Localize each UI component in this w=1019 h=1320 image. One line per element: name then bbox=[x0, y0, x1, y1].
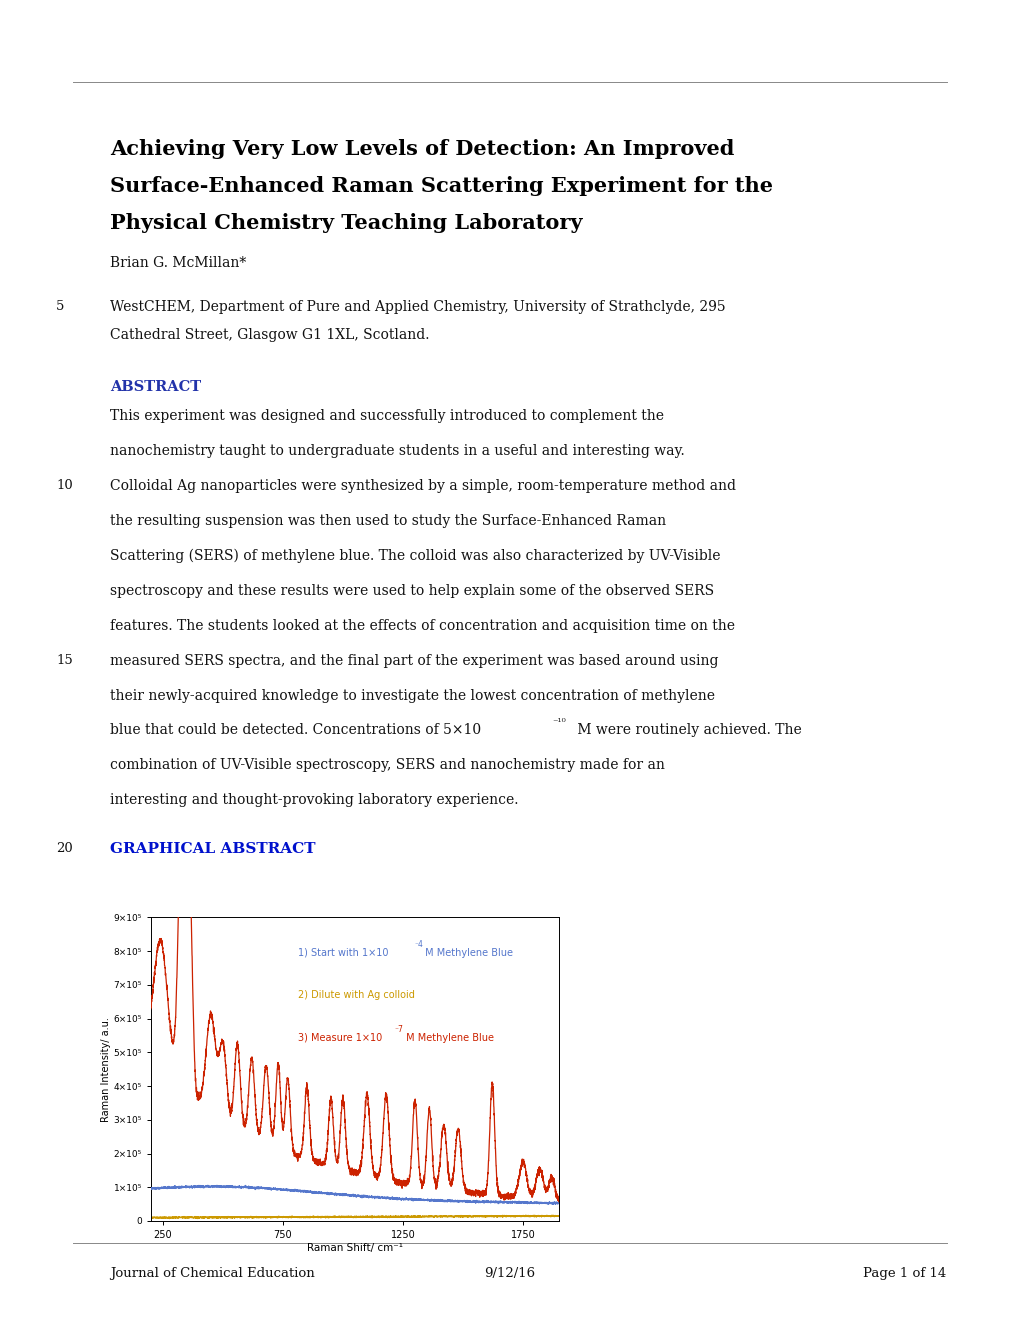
Text: spectroscopy and these results were used to help explain some of the observed SE: spectroscopy and these results were used… bbox=[110, 583, 713, 598]
Text: WestCHEM, Department of Pure and Applied Chemistry, University of Strathclyde, 2: WestCHEM, Department of Pure and Applied… bbox=[110, 301, 726, 314]
Text: measured SERS spectra, and the final part of the experiment was based around usi: measured SERS spectra, and the final par… bbox=[110, 653, 718, 668]
Text: blue that could be detected. Concentrations of 5×10: blue that could be detected. Concentrati… bbox=[110, 723, 481, 738]
Text: Colloidal Ag nanoparticles were synthesized by a simple, room-temperature method: Colloidal Ag nanoparticles were synthesi… bbox=[110, 479, 736, 492]
Text: Brian G. McMillan*: Brian G. McMillan* bbox=[110, 256, 247, 271]
Text: 10: 10 bbox=[56, 479, 72, 491]
Text: 15: 15 bbox=[56, 653, 72, 667]
Text: Physical Chemistry Teaching Laboratory: Physical Chemistry Teaching Laboratory bbox=[110, 213, 582, 232]
Text: M Methylene Blue: M Methylene Blue bbox=[422, 948, 513, 958]
Text: Page 1 of 14: Page 1 of 14 bbox=[862, 1267, 946, 1280]
Text: Cathedral Street, Glasgow G1 1XL, Scotland.: Cathedral Street, Glasgow G1 1XL, Scotla… bbox=[110, 329, 429, 342]
Text: 1) Start with 1×10: 1) Start with 1×10 bbox=[298, 948, 388, 958]
Text: ABSTRACT: ABSTRACT bbox=[110, 380, 201, 393]
Text: Achieving Very Low Levels of Detection: An Improved: Achieving Very Low Levels of Detection: … bbox=[110, 139, 734, 158]
Text: ⁻7: ⁻7 bbox=[394, 1026, 404, 1034]
Text: 9/12/16: 9/12/16 bbox=[484, 1267, 535, 1280]
Text: Scattering (SERS) of methylene blue. The colloid was also characterized by UV-Vi: Scattering (SERS) of methylene blue. The… bbox=[110, 549, 720, 564]
Text: the resulting suspension was then used to study the Surface-Enhanced Raman: the resulting suspension was then used t… bbox=[110, 513, 665, 528]
Text: nanochemistry taught to undergraduate students in a useful and interesting way.: nanochemistry taught to undergraduate st… bbox=[110, 444, 684, 458]
Text: 5: 5 bbox=[56, 301, 64, 313]
Text: combination of UV-Visible spectroscopy, SERS and nanochemistry made for an: combination of UV-Visible spectroscopy, … bbox=[110, 759, 664, 772]
Text: interesting and thought-provoking laboratory experience.: interesting and thought-provoking labora… bbox=[110, 793, 518, 808]
Text: their newly-acquired knowledge to investigate the lowest concentration of methyl: their newly-acquired knowledge to invest… bbox=[110, 689, 714, 702]
Text: 20: 20 bbox=[56, 842, 72, 854]
Text: 3) Measure 1×10: 3) Measure 1×10 bbox=[298, 1032, 382, 1043]
Text: ⁻4: ⁻4 bbox=[414, 940, 423, 949]
Text: features. The students looked at the effects of concentration and acquisition ti: features. The students looked at the eff… bbox=[110, 619, 735, 632]
Text: Surface-Enhanced Raman Scattering Experiment for the: Surface-Enhanced Raman Scattering Experi… bbox=[110, 176, 772, 195]
Text: GRAPHICAL ABSTRACT: GRAPHICAL ABSTRACT bbox=[110, 842, 315, 855]
Text: ⁻¹⁰: ⁻¹⁰ bbox=[552, 718, 566, 727]
Text: Journal of Chemical Education: Journal of Chemical Education bbox=[110, 1267, 315, 1280]
Text: This experiment was designed and successfully introduced to complement the: This experiment was designed and success… bbox=[110, 409, 663, 422]
Text: 2) Dilute with Ag colloid: 2) Dilute with Ag colloid bbox=[298, 990, 415, 1001]
Text: M Methylene Blue: M Methylene Blue bbox=[403, 1032, 493, 1043]
Text: M were routinely achieved. The: M were routinely achieved. The bbox=[573, 723, 801, 738]
X-axis label: Raman Shift/ cm⁻¹: Raman Shift/ cm⁻¹ bbox=[307, 1243, 403, 1253]
Y-axis label: Raman Intensity/ a.u.: Raman Intensity/ a.u. bbox=[101, 1016, 111, 1122]
